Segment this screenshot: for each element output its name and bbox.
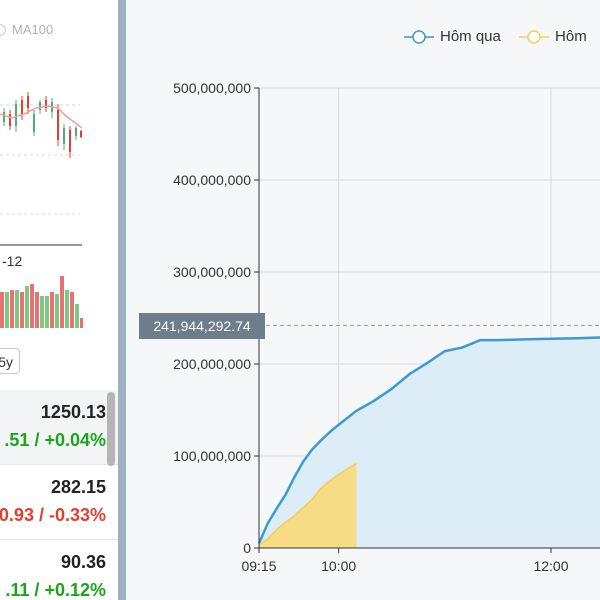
legend-item-today[interactable]: Hôm bbox=[519, 28, 587, 45]
index-list: 1250.13 .51 / +0.04% 282.15 0.93 / -0.33… bbox=[0, 390, 118, 600]
y-tick-label: 300,000,000 bbox=[173, 264, 251, 280]
index-row[interactable]: 282.15 0.93 / -0.33% bbox=[0, 465, 118, 540]
index-change: .51 / +0.04% bbox=[4, 430, 106, 450]
index-row[interactable]: 1250.13 .51 / +0.04% bbox=[0, 390, 118, 465]
mini-chart-date: -12 bbox=[2, 253, 23, 269]
y-tick-label: 400,000,000 bbox=[173, 172, 251, 188]
mini-candles bbox=[3, 92, 82, 158]
panel-divider[interactable] bbox=[118, 0, 126, 600]
y-tick-label: 500,000,000 bbox=[173, 80, 251, 96]
y-tick-label: 200,000,000 bbox=[173, 356, 251, 372]
left-panel: MA100 bbox=[0, 0, 118, 600]
legend-label: Hôm qua bbox=[440, 28, 501, 45]
x-tick-label: 12:00 bbox=[533, 558, 568, 574]
x-axis: 09:15 10:00 12:00 bbox=[241, 547, 600, 574]
index-value: 90.36 bbox=[60, 552, 106, 572]
index-value: 1250.13 bbox=[40, 402, 106, 422]
index-value: 282.15 bbox=[50, 477, 106, 497]
y-tick-label: 100,000,000 bbox=[173, 448, 251, 464]
chart-legend: Hôm qua Hôm bbox=[404, 28, 600, 45]
series-yesterday-line bbox=[257, 336, 600, 544]
series-today-area bbox=[259, 463, 357, 548]
mini-volume-bars bbox=[0, 276, 83, 328]
ma-legend-label: MA100 bbox=[12, 22, 54, 37]
legend-label: Hôm bbox=[555, 28, 587, 45]
index-list-scrollbar[interactable] bbox=[107, 392, 115, 466]
chart-series bbox=[257, 336, 600, 548]
index-change: .11 / +0.12% bbox=[5, 580, 106, 600]
index-change: 0.93 / -0.33% bbox=[0, 505, 106, 525]
y-tick-label: 0 bbox=[243, 540, 251, 556]
intraday-chart: 0 100,000,000 200,000,000 300,000,000 400,00… bbox=[173, 80, 600, 574]
mini-ma-line bbox=[0, 105, 83, 129]
x-tick-label: 09:15 bbox=[241, 558, 276, 574]
legend-line-circle-icon bbox=[404, 30, 434, 44]
index-row[interactable]: 90.36 .11 / +0.12% bbox=[0, 540, 118, 600]
crosshair-value-label: 241,944,292.74 bbox=[139, 313, 265, 339]
legend-line-circle-icon bbox=[519, 30, 550, 44]
mini-chart bbox=[0, 92, 83, 328]
legend-item-yesterday[interactable]: Hôm qua bbox=[404, 28, 501, 45]
x-tick-label: 10:00 bbox=[321, 558, 356, 574]
ma-legend[interactable]: MA100 bbox=[0, 22, 53, 37]
period-button[interactable]: 5y bbox=[0, 348, 20, 374]
series-today-line bbox=[258, 462, 357, 546]
